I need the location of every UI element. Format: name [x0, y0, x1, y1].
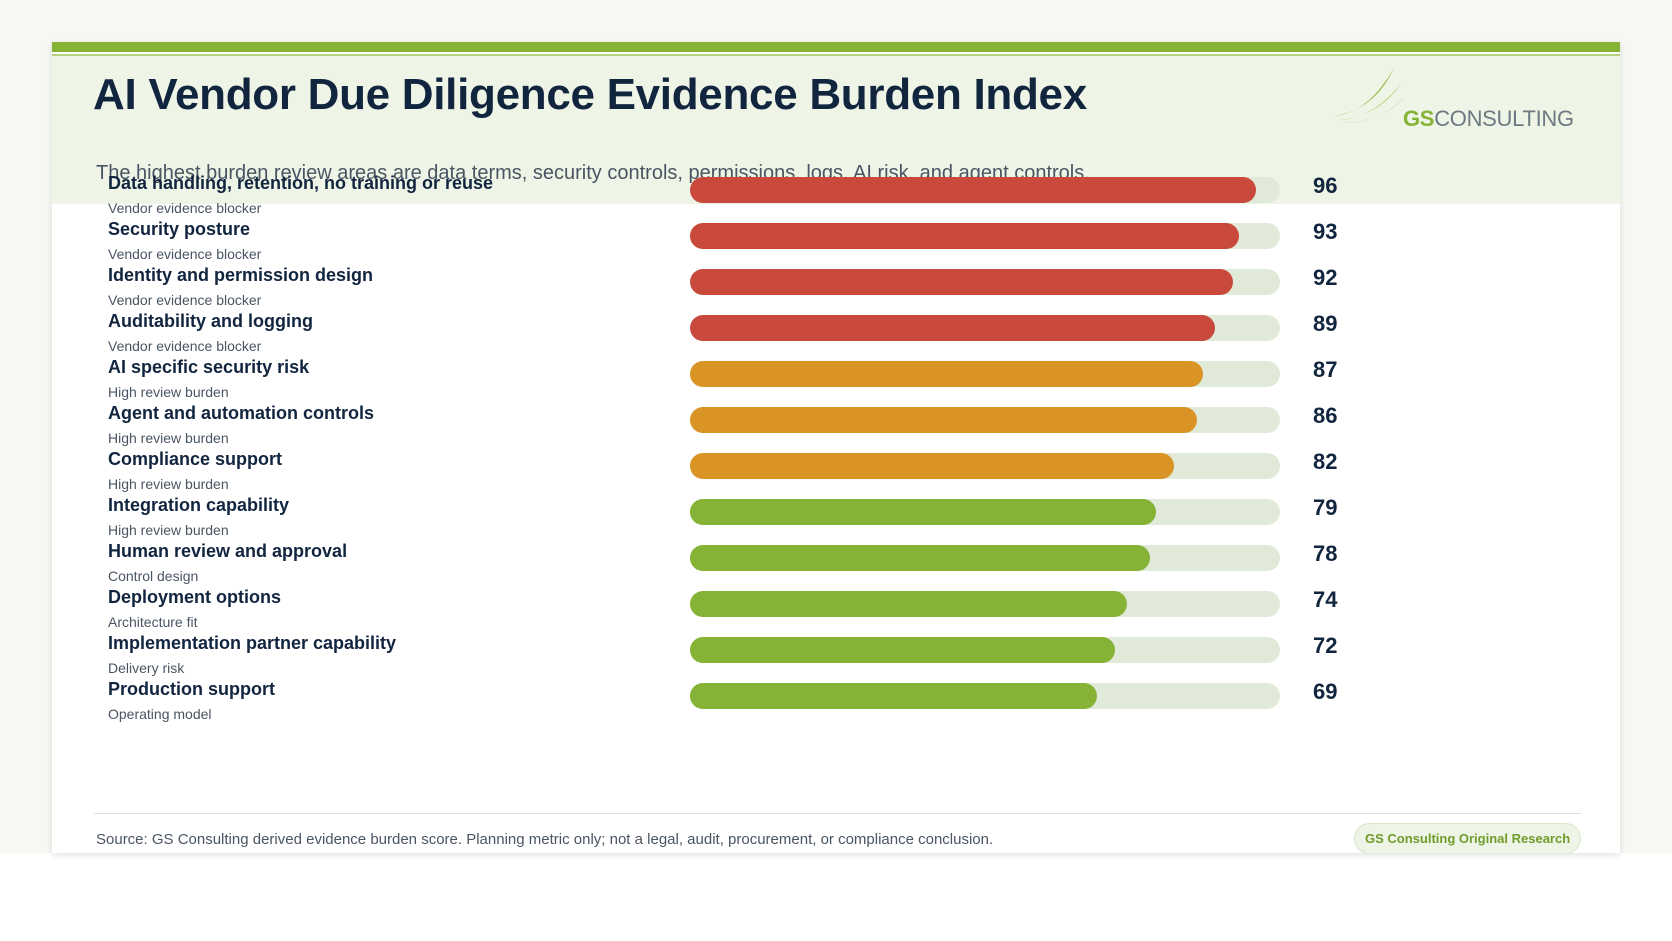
value-label: 86: [1313, 403, 1338, 428]
category-sublabel: Vendor evidence blocker: [108, 338, 262, 354]
chart-row: Compliance support High review burden 82: [52, 449, 1620, 498]
value-label: 87: [1313, 357, 1338, 382]
page-title: AI Vendor Due Diligence Evidence Burden …: [93, 70, 1087, 119]
bar: [690, 269, 1233, 295]
value-label: 82: [1313, 449, 1338, 474]
bar: [690, 315, 1216, 341]
bar: [690, 453, 1174, 479]
chart-row: Agent and automation controls High review…: [52, 403, 1620, 452]
bar-track: [690, 177, 1280, 203]
category-label: Production support: [108, 679, 275, 699]
category-label: Identity and permission design: [108, 265, 374, 285]
chart-card: AI Vendor Due Diligence Evidence Burden …: [52, 42, 1620, 853]
chart-row: Human review and approval Control design 7…: [52, 541, 1620, 590]
category-label: Compliance support: [108, 449, 283, 469]
chart-row: Implementation partner capability Deliver…: [52, 633, 1620, 682]
chart-row: Deployment options Architecture fit 74: [52, 587, 1620, 636]
bar-track: [690, 499, 1280, 525]
category-label: Integration capability: [108, 495, 290, 515]
category-sublabel: Vendor evidence blocker: [108, 292, 262, 308]
category-label: Agent and automation controls: [108, 403, 375, 423]
bar: [690, 637, 1115, 663]
category-sublabel: Vendor evidence blocker: [108, 200, 262, 216]
brand-wordmark-bold: GS: [1403, 106, 1435, 131]
value-label: 72: [1313, 633, 1338, 658]
bar-track: [690, 407, 1280, 433]
swoosh-icon: [1334, 68, 1406, 123]
bar-track: [690, 315, 1280, 341]
value-label: 69: [1313, 679, 1338, 704]
chart-row: Integration capability High review burden…: [52, 495, 1620, 544]
accent-bar: [52, 42, 1620, 52]
chart-row: Data handling, retention, no training or…: [52, 173, 1620, 222]
category-label: Security posture: [108, 219, 251, 239]
category-label: Data handling, retention, no training or…: [108, 173, 494, 193]
value-label: 89: [1313, 311, 1338, 336]
bar: [690, 407, 1198, 433]
chart-row: Security posture Vendor evidence blocker 9…: [52, 219, 1620, 268]
chart-row: Auditability and logging Vendor evidence …: [52, 311, 1620, 360]
bar: [690, 223, 1239, 249]
bar: [690, 499, 1157, 525]
category-label: Implementation partner capability: [108, 633, 397, 653]
bar-track: [690, 683, 1280, 709]
category-label: AI specific security risk: [108, 357, 310, 377]
category-label: Deployment options: [108, 587, 282, 607]
category-sublabel: Control design: [108, 568, 199, 584]
chart-row: Identity and permission design Vendor evi…: [52, 265, 1620, 314]
bar: [690, 177, 1257, 203]
category-sublabel: High review burden: [108, 430, 229, 446]
footer-divider: [94, 813, 1581, 814]
category-sublabel: Vendor evidence blocker: [108, 246, 262, 262]
value-label: 79: [1313, 495, 1338, 520]
bar-track: [690, 637, 1280, 663]
chart-row: Production support Operating model 69: [52, 679, 1620, 728]
category-label: Human review and approval: [108, 541, 348, 561]
research-badge: GS Consulting Original Research: [1354, 823, 1582, 853]
brand-wordmark: GSCONSULTING: [1403, 106, 1574, 132]
value-label: 93: [1313, 219, 1338, 244]
category-sublabel: Architecture fit: [108, 614, 198, 630]
bar-track: [690, 545, 1280, 571]
header: AI Vendor Due Diligence Evidence Burden …: [52, 56, 1620, 204]
category-sublabel: High review burden: [108, 476, 229, 492]
category-sublabel: Operating model: [108, 706, 212, 722]
category-sublabel: High review burden: [108, 384, 229, 400]
category-label: Auditability and logging: [108, 311, 313, 331]
bar: [690, 361, 1204, 387]
value-label: 92: [1313, 265, 1338, 290]
bar-track: [690, 591, 1280, 617]
bar: [690, 683, 1098, 709]
source-note: Source: GS Consulting derived evidence b…: [96, 831, 994, 848]
value-label: 74: [1313, 587, 1338, 612]
brand-logo: GSCONSULTING: [1332, 66, 1582, 166]
value-label: 78: [1313, 541, 1338, 566]
bar: [690, 545, 1151, 571]
bar: [690, 591, 1127, 617]
category-sublabel: Delivery risk: [108, 660, 185, 676]
category-sublabel: High review burden: [108, 522, 229, 538]
bar-track: [690, 223, 1280, 249]
bar-track: [690, 361, 1280, 387]
brand-wordmark-rest: CONSULTING: [1434, 106, 1574, 131]
value-label: 96: [1313, 173, 1338, 198]
bar-track: [690, 453, 1280, 479]
bar-track: [690, 269, 1280, 295]
chart-row: AI specific security risk High review bur…: [52, 357, 1620, 406]
accent-line: [52, 54, 1620, 56]
